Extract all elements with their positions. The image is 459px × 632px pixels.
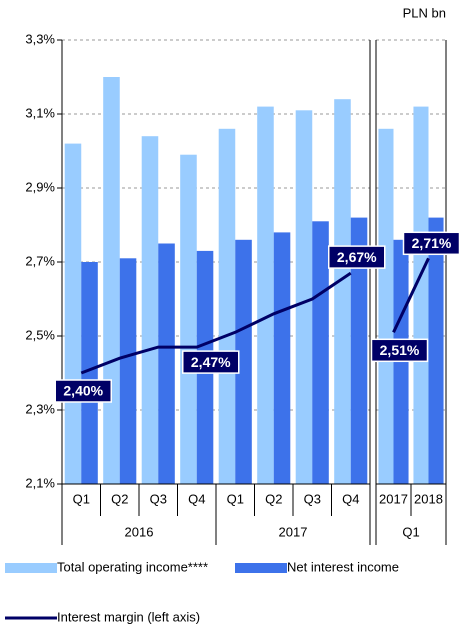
y-tick-label: 3,3% (25, 31, 55, 46)
x-tick-label: Q4 (188, 491, 205, 506)
bar (334, 99, 351, 484)
value-label: 2,67% (337, 249, 377, 265)
x-group-label: Q1 (402, 524, 419, 539)
bar (219, 129, 236, 484)
bar (378, 129, 393, 484)
bar (120, 258, 137, 484)
x-tick-label: Q4 (342, 491, 359, 506)
y-tick-label: 3,1% (25, 105, 55, 120)
y-tick-label: 2,5% (25, 327, 55, 342)
value-label: 2,47% (191, 354, 231, 370)
bar (429, 218, 444, 484)
x-tick-label: Q2 (265, 491, 282, 506)
bar (257, 107, 274, 484)
x-tick-label: 2017 (379, 491, 408, 506)
y-tick-label: 2,1% (25, 475, 55, 490)
bar (296, 110, 313, 484)
x-tick-label: Q3 (150, 491, 167, 506)
bar (274, 232, 291, 484)
value-label: 2,51% (380, 342, 420, 358)
legend-swatch (5, 563, 57, 573)
legend-swatch (235, 563, 287, 573)
x-tick-label: Q3 (304, 491, 321, 506)
x-tick-label: 2018 (414, 491, 443, 506)
bar (312, 221, 329, 484)
unit-label: PLN bn (403, 5, 446, 20)
legend-label: Total operating income**** (57, 559, 208, 574)
value-label: 2,40% (63, 383, 103, 399)
x-tick-label: Q1 (227, 491, 244, 506)
y-tick-label: 2,3% (25, 401, 55, 416)
value-label: 2,71% (412, 235, 452, 251)
bar (142, 136, 159, 484)
bar (65, 144, 82, 484)
x-tick-label: Q1 (73, 491, 90, 506)
bar (158, 244, 175, 485)
x-tick-label: Q2 (111, 491, 128, 506)
x-group-label: 2017 (279, 524, 308, 539)
legend-label: Interest margin (left axis) (57, 609, 200, 624)
y-tick-label: 2,9% (25, 179, 55, 194)
bar (413, 107, 428, 484)
bar (180, 155, 197, 484)
bar (103, 77, 120, 484)
legend-label: Net interest income (287, 559, 399, 574)
y-tick-label: 2,7% (25, 253, 55, 268)
x-group-label: 2016 (125, 524, 154, 539)
